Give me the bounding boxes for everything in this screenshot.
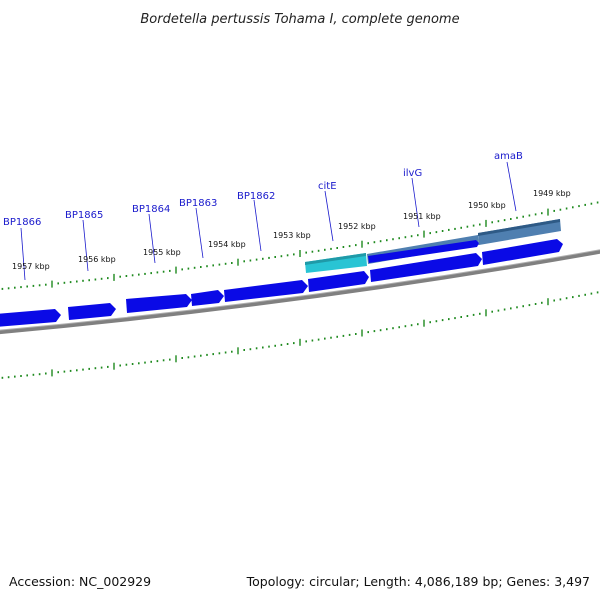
tick-label-1955: 1955 kbp	[143, 248, 181, 257]
gene-label-BP1864[interactable]: BP1864	[132, 204, 170, 215]
leader-line-BP1866	[20, 227, 26, 281]
tick-label-1956: 1956 kbp	[78, 255, 116, 264]
gene-arrow-BP1864[interactable]	[126, 294, 192, 313]
scale-labels: 1957 kbp 1956 kbp 1955 kbp 1954 kbp 1953…	[12, 189, 571, 271]
gene-label-citE[interactable]: citE	[318, 181, 337, 192]
gene-labels: BP1866 BP1865 BP1864 BP1863 BP1862 citE …	[3, 151, 523, 281]
highlight-feature-amaB-top	[478, 219, 560, 236]
tick-label-1949: 1949 kbp	[533, 189, 571, 198]
accession-info: Accession: NC_002929	[9, 574, 151, 589]
gene-label-BP1865[interactable]: BP1865	[65, 210, 103, 221]
accession-label: Accession:	[9, 574, 76, 589]
leader-line-amaB	[506, 161, 517, 212]
selected-feature-citE-top	[305, 253, 366, 265]
gene-label-BP1863[interactable]: BP1863	[179, 198, 217, 209]
genome-title: Bordetella pertussis Tohama I, complete …	[140, 12, 459, 27]
leader-line-BP1862	[253, 199, 262, 252]
accession-value: NC_002929	[79, 574, 152, 589]
tick-label-1950: 1950 kbp	[468, 201, 506, 210]
gene-arrow-BP1865[interactable]	[68, 303, 116, 320]
gene-arrow-BP1866[interactable]	[0, 309, 61, 327]
genome-summary: Topology: circular; Length: 4,086,189 bp…	[246, 574, 590, 589]
gene-arrow-BP1862[interactable]	[224, 280, 308, 302]
highlight-feature-amaB[interactable]	[478, 219, 561, 245]
gene-arrow-citE[interactable]	[308, 271, 369, 292]
gene-track	[0, 239, 563, 327]
leader-line-BP1865	[82, 219, 89, 272]
tick-label-1953: 1953 kbp	[273, 231, 311, 240]
gene-arrow-ilvG-main[interactable]	[370, 253, 482, 282]
gene-arrow-BP1863[interactable]	[191, 290, 224, 306]
tick-label-1957: 1957 kbp	[12, 262, 50, 271]
outer-scale-ring	[1, 201, 599, 290]
tick-label-1952: 1952 kbp	[338, 222, 376, 231]
gene-label-BP1866[interactable]: BP1866	[3, 217, 41, 228]
gene-arrow-ilvG[interactable]	[368, 240, 479, 263]
gene-label-BP1862[interactable]: BP1862	[237, 191, 275, 202]
inner-scale-ring	[1, 291, 599, 379]
leader-line-ilvG	[411, 177, 420, 228]
tick-label-1951: 1951 kbp	[403, 212, 441, 221]
gene-arrow-amaB[interactable]	[482, 239, 563, 265]
leader-line-BP1864	[148, 213, 156, 264]
genome-backbone	[0, 249, 600, 335]
gene-label-amaB[interactable]: amaB	[494, 151, 523, 162]
tick-label-1954: 1954 kbp	[208, 240, 246, 249]
gene-label-ilvG[interactable]: ilvG	[403, 168, 422, 179]
leader-line-BP1863	[195, 207, 204, 259]
leader-line-citE	[324, 190, 334, 242]
genome-backbone-highlight	[0, 249, 600, 331]
